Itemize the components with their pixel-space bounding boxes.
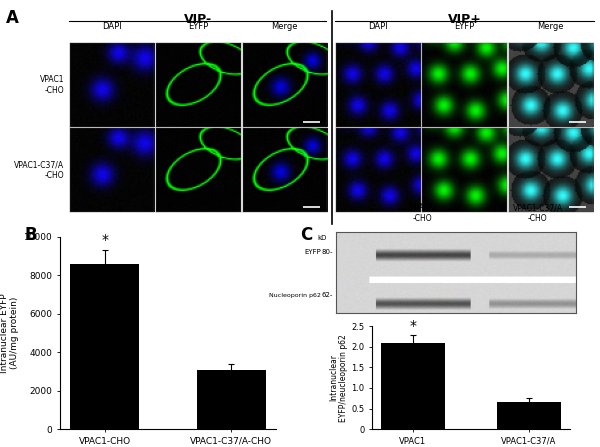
Text: DAPI: DAPI xyxy=(368,22,388,31)
Text: EYFP: EYFP xyxy=(454,22,475,31)
Text: Nucleoporin p62: Nucleoporin p62 xyxy=(269,293,321,298)
Y-axis label: Intranuclear
EYFP/neucleoporin p62: Intranuclear EYFP/neucleoporin p62 xyxy=(329,334,349,422)
Text: EYFP: EYFP xyxy=(188,22,209,31)
Text: VIP+: VIP+ xyxy=(448,13,481,26)
Text: 62-: 62- xyxy=(322,292,333,298)
Bar xyxy=(70,264,139,429)
Text: VPAC1-C37/A
-CHO: VPAC1-C37/A -CHO xyxy=(14,160,64,180)
Text: A: A xyxy=(6,9,19,27)
Bar xyxy=(197,370,266,429)
Text: *: * xyxy=(409,319,416,333)
Bar xyxy=(381,343,445,429)
Text: *: * xyxy=(101,233,108,248)
Text: DAPI: DAPI xyxy=(102,22,122,31)
Text: VIP-: VIP- xyxy=(184,13,212,26)
Text: Merge: Merge xyxy=(271,22,298,31)
Text: Merge: Merge xyxy=(538,22,564,31)
Text: C: C xyxy=(300,226,312,244)
Text: kD: kD xyxy=(317,235,327,241)
Text: VPAC1-C37/A
-CHO: VPAC1-C37/A -CHO xyxy=(512,203,563,223)
Text: VPAC1
-CHO: VPAC1 -CHO xyxy=(40,75,64,95)
Text: VPAC1
-CHO: VPAC1 -CHO xyxy=(410,203,434,223)
Bar xyxy=(497,402,561,429)
Text: EYFP: EYFP xyxy=(304,249,321,255)
Text: 80-: 80- xyxy=(322,249,333,255)
Text: B: B xyxy=(24,226,37,244)
Y-axis label: Intranuclear EYFP
(AU/mg protein): Intranuclear EYFP (AU/mg protein) xyxy=(0,293,19,373)
